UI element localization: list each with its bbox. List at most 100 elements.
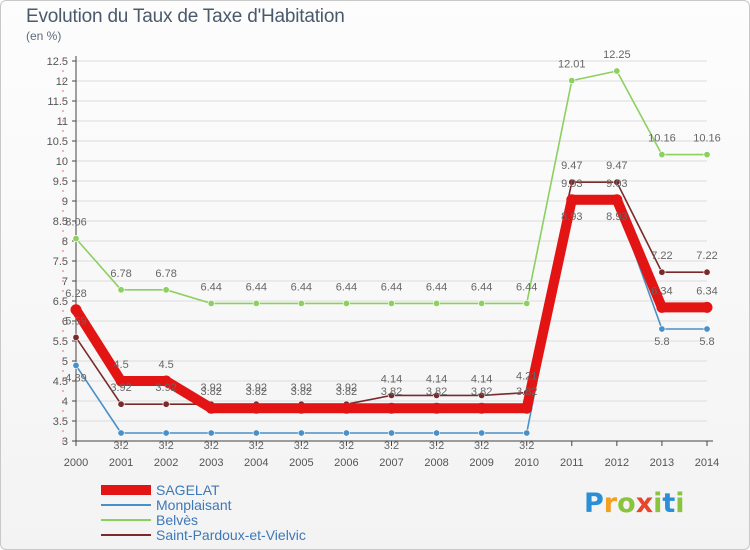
- data-point: [611, 194, 623, 206]
- data-label: 4.14: [426, 373, 447, 385]
- x-tick-label: 2009: [469, 457, 493, 469]
- data-point: [568, 178, 576, 186]
- data-label: 6.44: [516, 281, 537, 293]
- data-point: [478, 429, 486, 437]
- data-label: 3.2: [158, 440, 173, 452]
- data-label: 3.2: [519, 440, 534, 452]
- x-tick-label: 2008: [424, 457, 448, 469]
- logo-letter: t: [662, 488, 676, 519]
- data-point: [658, 268, 666, 276]
- data-label: 3.82: [246, 386, 267, 398]
- data-point: [162, 286, 170, 294]
- x-tick-label: 2001: [109, 457, 133, 469]
- data-point: [297, 299, 305, 307]
- legend-swatch: [101, 519, 151, 521]
- legend-item: SAGELAT: [101, 482, 401, 499]
- data-label: 3.82: [201, 386, 222, 398]
- data-point: [433, 299, 441, 307]
- x-tick-label: 2005: [289, 457, 313, 469]
- data-point: [478, 391, 486, 399]
- y-tick-label: 9: [62, 196, 68, 208]
- data-label: 3.2: [339, 440, 354, 452]
- logo-letter: x: [635, 488, 654, 519]
- y-tick-label: 3.5: [53, 416, 68, 428]
- data-label: 5.59: [65, 315, 86, 327]
- logo-letter: i: [653, 488, 663, 519]
- data-point: [387, 429, 395, 437]
- data-point: [656, 301, 668, 313]
- data-point: [703, 325, 711, 333]
- data-point: [72, 361, 80, 369]
- data-label: 3.82: [471, 386, 492, 398]
- proxiti-logo: Proxiti: [584, 488, 685, 519]
- data-label: 6.44: [381, 281, 402, 293]
- data-point: [703, 151, 711, 159]
- data-point: [117, 429, 125, 437]
- data-label: 3.82: [291, 386, 312, 398]
- data-label: 6.28: [65, 288, 86, 300]
- data-point: [387, 391, 395, 399]
- data-label: 6.44: [426, 281, 447, 293]
- data-point: [250, 402, 262, 414]
- data-label: 6.44: [291, 281, 312, 293]
- data-label: 3.2: [113, 440, 128, 452]
- data-point: [433, 391, 441, 399]
- data-point: [658, 151, 666, 159]
- data-label: 6.34: [651, 285, 672, 297]
- data-label: 3.2: [384, 440, 399, 452]
- data-label: 10.16: [648, 133, 676, 145]
- x-tick-label: 2002: [154, 457, 178, 469]
- data-label: 9.03: [561, 178, 582, 190]
- data-label: 10.16: [693, 133, 721, 145]
- y-tick-label: 7: [62, 276, 68, 288]
- y-tick-label: 8.5: [53, 216, 68, 228]
- y-tick-label: 11: [57, 116, 68, 128]
- data-point: [252, 429, 260, 437]
- data-point: [701, 301, 713, 313]
- y-tick-label: 8: [62, 236, 68, 248]
- data-point: [297, 429, 305, 437]
- chart-title: Evolution du Taux de Taxe d'Habitation: [26, 6, 345, 27]
- y-tick-label: 11.5: [47, 96, 68, 108]
- data-point: [115, 375, 127, 387]
- x-tick-label: 2004: [244, 457, 268, 469]
- data-label: 5.8: [654, 336, 669, 348]
- data-point: [342, 429, 350, 437]
- data-label: 3.92: [336, 382, 357, 394]
- data-label: 6.44: [336, 281, 357, 293]
- data-label: 6.44: [471, 281, 492, 293]
- chart-unit: (en %): [26, 29, 62, 43]
- data-point: [658, 325, 666, 333]
- data-label: 6.78: [155, 268, 176, 280]
- y-tick-label: 12.5: [47, 56, 68, 68]
- data-label: 4.21: [516, 371, 537, 383]
- x-tick-label: 2012: [605, 457, 629, 469]
- y-tick-label: 10: [56, 156, 68, 168]
- data-label: 7.22: [651, 250, 672, 262]
- x-tick-label: 2010: [514, 457, 538, 469]
- data-label: 6.44: [201, 281, 222, 293]
- data-label: 3.2: [204, 440, 219, 452]
- data-label: 3.82: [516, 386, 537, 398]
- data-point: [70, 304, 82, 316]
- x-tick-label: 2003: [199, 457, 223, 469]
- x-tick-label: 2007: [379, 457, 403, 469]
- data-point: [72, 235, 80, 243]
- data-point: [205, 402, 217, 414]
- data-label: 3.2: [429, 440, 444, 452]
- legend-label: SAGELAT: [156, 482, 220, 498]
- data-point: [295, 402, 307, 414]
- x-tick-label: 2014: [695, 457, 719, 469]
- y-tick-label: 4.5: [53, 376, 68, 388]
- legend-label: Monplaisant: [156, 497, 232, 513]
- y-tick-label: 7.5: [53, 256, 68, 268]
- data-label: 9.47: [561, 160, 582, 172]
- data-label: 8.93: [561, 211, 582, 223]
- data-point: [703, 268, 711, 276]
- data-point: [613, 67, 621, 75]
- data-point: [207, 429, 215, 437]
- data-label: 3.82: [381, 386, 402, 398]
- legend-label: Saint-Pardoux-et-Vielvic: [156, 527, 306, 543]
- y-tick-label: 5: [62, 356, 68, 368]
